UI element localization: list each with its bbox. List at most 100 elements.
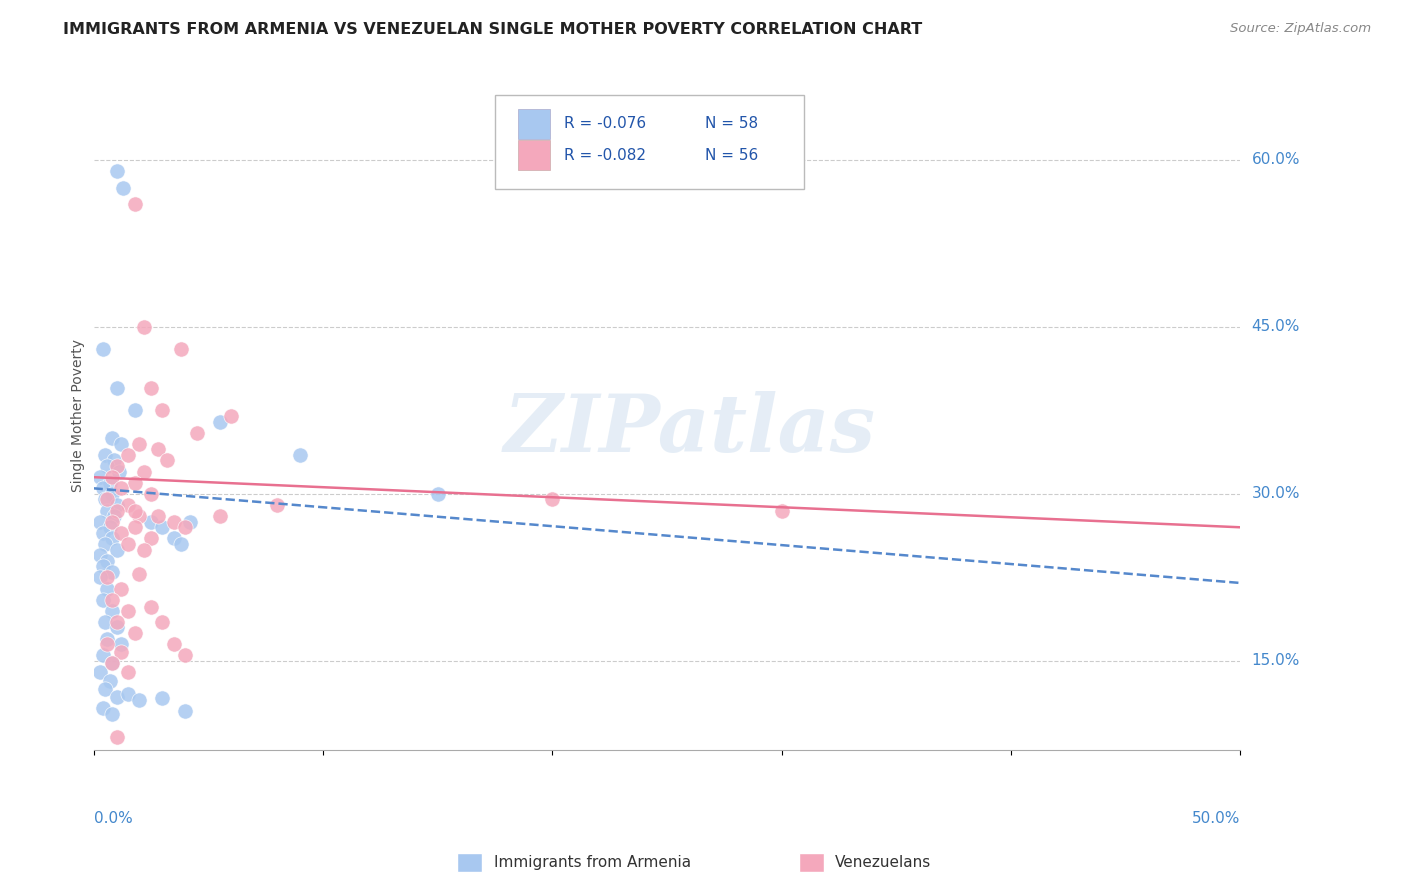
Point — [128, 693, 150, 707]
Point — [105, 164, 128, 178]
Point — [156, 453, 179, 467]
Text: 45.0%: 45.0% — [1251, 319, 1301, 334]
Point — [103, 453, 125, 467]
Point — [98, 475, 121, 490]
Point — [132, 319, 155, 334]
Point — [139, 487, 162, 501]
Point — [128, 437, 150, 451]
Point — [132, 465, 155, 479]
Point — [91, 700, 114, 714]
Point — [105, 690, 128, 704]
Point — [101, 604, 124, 618]
Point — [89, 665, 111, 679]
Point — [101, 532, 124, 546]
Point — [91, 559, 114, 574]
Point — [105, 730, 128, 744]
Text: N = 56: N = 56 — [704, 148, 758, 163]
Text: 15.0%: 15.0% — [1251, 654, 1301, 668]
Point — [163, 532, 186, 546]
Point — [101, 431, 124, 445]
Point — [117, 604, 139, 618]
Point — [150, 615, 173, 629]
Point — [150, 403, 173, 417]
Point — [110, 525, 132, 540]
Point — [117, 537, 139, 551]
Point — [105, 542, 128, 557]
Point — [101, 487, 124, 501]
Y-axis label: Single Mother Poverty: Single Mother Poverty — [72, 340, 86, 492]
Point — [124, 626, 146, 640]
Point — [124, 503, 146, 517]
Point — [101, 592, 124, 607]
Point — [146, 442, 169, 457]
Point — [91, 342, 114, 356]
Point — [541, 492, 564, 507]
Point — [89, 570, 111, 584]
Point — [94, 537, 117, 551]
Point — [186, 425, 208, 440]
Point — [163, 515, 186, 529]
Point — [139, 381, 162, 395]
Point — [124, 475, 146, 490]
Point — [163, 637, 186, 651]
Point — [91, 592, 114, 607]
Point — [179, 515, 201, 529]
Point — [174, 648, 197, 663]
FancyBboxPatch shape — [517, 109, 550, 139]
Point — [146, 509, 169, 524]
Point — [101, 656, 124, 670]
Point — [150, 690, 173, 705]
Point — [124, 403, 146, 417]
Point — [101, 470, 124, 484]
Point — [105, 458, 128, 473]
Point — [170, 342, 193, 356]
Point — [107, 465, 129, 479]
Point — [128, 509, 150, 524]
Point — [101, 515, 124, 529]
Point — [91, 481, 114, 495]
Point — [770, 503, 793, 517]
Point — [110, 645, 132, 659]
Point — [89, 515, 111, 529]
Text: R = -0.076: R = -0.076 — [564, 117, 645, 131]
Text: R = -0.082: R = -0.082 — [564, 148, 645, 163]
Point — [112, 180, 135, 194]
Point — [139, 515, 162, 529]
Point — [105, 620, 128, 634]
Point — [105, 498, 128, 512]
Text: Source: ZipAtlas.com: Source: ZipAtlas.com — [1230, 22, 1371, 36]
Point — [219, 409, 242, 423]
FancyBboxPatch shape — [517, 140, 550, 170]
Point — [96, 458, 118, 473]
Text: ZIPatlas: ZIPatlas — [503, 391, 876, 468]
Point — [208, 509, 231, 524]
Point — [94, 681, 117, 696]
Text: 60.0%: 60.0% — [1251, 153, 1301, 168]
Point — [91, 525, 114, 540]
Point — [124, 197, 146, 211]
Point — [110, 481, 132, 495]
Point — [101, 565, 124, 579]
Text: IMMIGRANTS FROM ARMENIA VS VENEZUELAN SINGLE MOTHER POVERTY CORRELATION CHART: IMMIGRANTS FROM ARMENIA VS VENEZUELAN SI… — [63, 22, 922, 37]
Point — [105, 381, 128, 395]
Point — [128, 567, 150, 582]
Point — [174, 704, 197, 718]
Text: 30.0%: 30.0% — [1251, 486, 1301, 501]
Point — [89, 470, 111, 484]
FancyBboxPatch shape — [495, 95, 804, 189]
Text: Immigrants from Armenia: Immigrants from Armenia — [494, 855, 690, 870]
Point — [94, 615, 117, 629]
Point — [96, 637, 118, 651]
Point — [117, 687, 139, 701]
Point — [91, 648, 114, 663]
Point — [170, 537, 193, 551]
Point — [117, 448, 139, 462]
Point — [132, 542, 155, 557]
Point — [98, 673, 121, 688]
Point — [98, 520, 121, 534]
Point — [266, 498, 288, 512]
Point — [103, 509, 125, 524]
Text: N = 58: N = 58 — [704, 117, 758, 131]
Point — [117, 498, 139, 512]
Point — [288, 448, 311, 462]
